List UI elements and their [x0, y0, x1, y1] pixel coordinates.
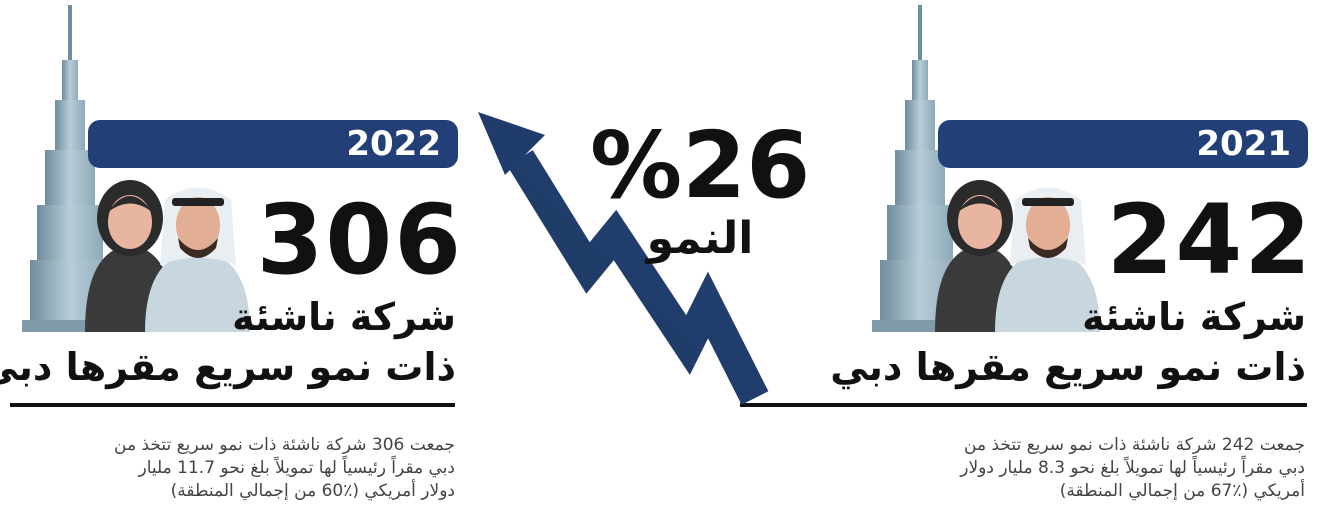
description: جمعت 242 شركة ناشئة ذات نمو سريع تتخذ من…: [960, 434, 1305, 503]
description-line: دبي مقراً رئيسياً لها تمويلاً بلغ نحو 8.…: [960, 457, 1305, 480]
page: 2022 306 شركة ناشئة ذات نمو سريع مقرها د…: [0, 0, 1329, 519]
count: 242: [1107, 192, 1313, 288]
caption: شركة ناشئة: [1082, 295, 1306, 339]
description-line: أمريكي (٪67 من إجمالي المنطقة): [960, 480, 1305, 503]
description-line: دبي مقراً رئيسياً لها تمويلاً بلغ نحو 11…: [114, 457, 455, 480]
people-right: [935, 180, 1100, 332]
caption: ذات نمو سريع مقرها دبي: [830, 345, 1306, 389]
count: 306: [257, 192, 463, 288]
growth-label: النمو: [620, 212, 780, 266]
growth-value: %26: [590, 118, 810, 214]
caption: شركة ناشئة: [232, 295, 456, 339]
year: 2021: [1196, 120, 1291, 168]
description-line: جمعت 242 شركة ناشئة ذات نمو سريع تتخذ من: [960, 434, 1305, 457]
caption: ذات نمو سريع مقرها دبي: [0, 345, 456, 389]
people-left: [85, 180, 250, 332]
description: جمعت 306 شركة ناشئة ذات نمو سريع تتخذ من…: [114, 434, 455, 503]
description-line: دولار أمريكي (٪60 من إجمالي المنطقة): [114, 480, 455, 503]
year: 2022: [346, 120, 441, 168]
description-line: جمعت 306 شركة ناشئة ذات نمو سريع تتخذ من: [114, 434, 455, 457]
